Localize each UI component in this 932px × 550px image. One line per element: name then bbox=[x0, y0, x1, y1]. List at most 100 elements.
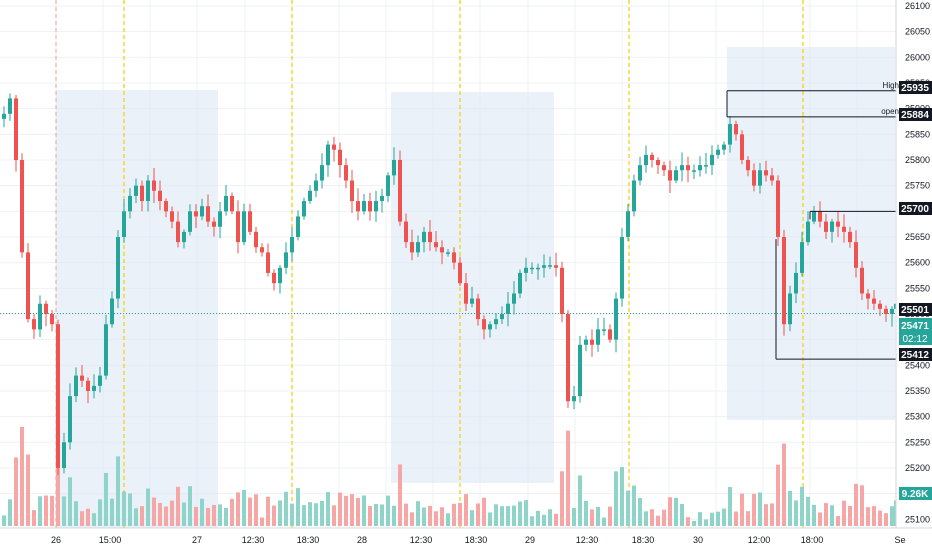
candle-body bbox=[536, 267, 540, 270]
volume-tag: 9.26K bbox=[899, 487, 932, 500]
candle-body bbox=[794, 272, 798, 294]
candle-body bbox=[440, 247, 444, 253]
candle-body bbox=[632, 180, 636, 212]
high-tag-label: High bbox=[883, 81, 899, 90]
candle-body bbox=[740, 134, 744, 160]
candle-body bbox=[92, 385, 96, 391]
volume-bar bbox=[116, 456, 120, 526]
candle-body bbox=[530, 267, 534, 270]
candle-body bbox=[248, 211, 252, 232]
volume-bar bbox=[434, 511, 438, 526]
candle-body bbox=[350, 180, 354, 202]
volume-bar bbox=[236, 492, 240, 526]
volume-bar bbox=[176, 486, 180, 526]
candle-body bbox=[302, 201, 306, 217]
price-tick-label: 25200 bbox=[905, 463, 930, 473]
price-tick-label: 25750 bbox=[905, 181, 930, 191]
volume-bar bbox=[482, 497, 486, 526]
candle-body bbox=[362, 201, 366, 212]
volume-bar bbox=[230, 498, 234, 526]
candle-body bbox=[176, 221, 180, 243]
volume-bar bbox=[674, 497, 678, 526]
volume-bar bbox=[740, 493, 744, 526]
candle-body bbox=[14, 98, 18, 160]
candle-body bbox=[20, 159, 24, 253]
candle-body bbox=[380, 195, 384, 202]
price-tick-label: 25300 bbox=[905, 412, 930, 422]
volume-bar bbox=[584, 500, 588, 526]
volume-bar bbox=[128, 493, 132, 526]
volume-bar bbox=[872, 506, 876, 526]
volume-bar bbox=[842, 500, 846, 526]
volume-bar bbox=[686, 517, 690, 526]
price-tick-label: 25600 bbox=[905, 258, 930, 268]
candle-body bbox=[374, 201, 378, 212]
volume-bar bbox=[578, 475, 582, 526]
last-price-value: 25471 bbox=[901, 321, 929, 332]
volume-bar bbox=[488, 512, 492, 526]
candle-body bbox=[602, 329, 606, 331]
volume-bar bbox=[758, 492, 762, 526]
candle-body bbox=[692, 170, 696, 172]
time-tick-label: 12:30 bbox=[410, 535, 433, 545]
volume-bar bbox=[572, 508, 576, 526]
volume-bar bbox=[716, 511, 720, 526]
volume-bar bbox=[2, 515, 6, 526]
candle-body bbox=[806, 221, 810, 243]
candle-body bbox=[872, 298, 876, 304]
volume-bar bbox=[134, 508, 138, 526]
volume-bar bbox=[794, 500, 798, 526]
candle-body bbox=[662, 165, 666, 171]
current-price-value: 25501 bbox=[901, 305, 929, 316]
candle-body bbox=[122, 211, 126, 237]
volume-bar bbox=[8, 499, 12, 526]
volume-bar bbox=[278, 500, 282, 526]
open-price-tag: open 25884 bbox=[881, 107, 932, 121]
candle-body bbox=[680, 165, 684, 171]
volume-bar bbox=[560, 471, 564, 526]
volume-bar bbox=[446, 513, 450, 526]
volume-bar bbox=[608, 506, 612, 526]
volume-bar bbox=[476, 503, 480, 526]
volume-bar bbox=[626, 490, 630, 526]
candle-body bbox=[434, 242, 438, 248]
candle-body bbox=[278, 267, 282, 284]
candle-body bbox=[260, 247, 264, 253]
candle-body bbox=[590, 339, 594, 345]
candle-body bbox=[296, 216, 300, 237]
candle-body bbox=[206, 206, 210, 222]
volume-bar bbox=[110, 498, 114, 526]
volume-bar bbox=[734, 511, 738, 526]
candle-body bbox=[860, 267, 864, 294]
volume-bar bbox=[218, 504, 222, 526]
volume-value: 9.26K bbox=[902, 489, 929, 500]
price-tick-label: 25550 bbox=[905, 283, 930, 293]
volume-bar bbox=[224, 507, 228, 526]
volume-bar bbox=[458, 502, 462, 526]
candle-body bbox=[332, 144, 336, 150]
volume-bar bbox=[548, 509, 552, 526]
candle-body bbox=[458, 262, 462, 284]
volume-bar bbox=[380, 504, 384, 526]
candle-body bbox=[416, 242, 420, 253]
candle-countdown: 02:12 bbox=[902, 334, 927, 345]
candle-body bbox=[500, 313, 504, 320]
volume-bar bbox=[302, 505, 306, 526]
volume-bar bbox=[320, 500, 324, 526]
candle-body bbox=[218, 211, 222, 227]
candle-body bbox=[884, 308, 888, 314]
time-axis-panel[interactable] bbox=[0, 528, 932, 550]
price-tick-label: 25850 bbox=[905, 129, 930, 139]
candle-body bbox=[842, 226, 846, 232]
candle-body bbox=[314, 180, 318, 191]
volume-bar bbox=[332, 505, 336, 526]
volume-bar bbox=[206, 508, 210, 526]
volume-bar bbox=[170, 500, 174, 526]
session-box bbox=[56, 90, 218, 528]
candle-body bbox=[272, 272, 276, 284]
volume-bar bbox=[614, 471, 618, 526]
candle-body bbox=[344, 165, 348, 181]
volume-bar bbox=[764, 504, 768, 526]
candle-body bbox=[254, 231, 258, 248]
